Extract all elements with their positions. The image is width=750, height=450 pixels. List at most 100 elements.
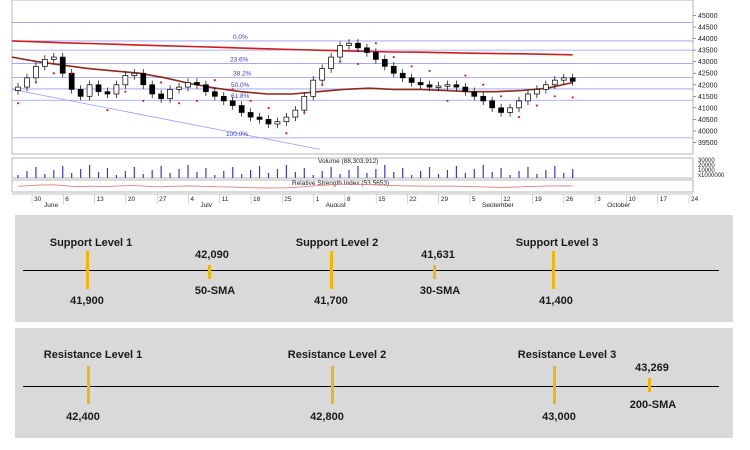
candle-body-13 (131, 72, 138, 76)
month-label-1: July (200, 202, 212, 207)
support-level-3-label: Support Level 3 (515, 237, 599, 249)
candle-body-11 (113, 84, 120, 95)
sar-dot-6 (70, 72, 73, 75)
sar-dot-62 (571, 96, 574, 99)
support-level-2-value: 41,700 (314, 295, 348, 307)
volume-frame (11, 157, 694, 179)
support-baseline (23, 270, 719, 271)
rsi-path (17, 183, 573, 189)
candle-body-3 (41, 59, 48, 67)
sar-dot-4 (52, 72, 55, 75)
sma-30-marker (433, 265, 436, 279)
sar-dot-38 (356, 62, 360, 66)
candle-body-26 (247, 112, 254, 118)
sma-200-value: 43,269 (635, 362, 669, 374)
fib-label-4: 61.8% (231, 93, 250, 100)
candle-body-17 (167, 89, 173, 99)
date-tick-label-11: 15 (378, 196, 386, 203)
price-tick-label-2: 44000 (698, 36, 718, 43)
candle-body-8 (86, 84, 93, 97)
fib-label-5: 100.0% (226, 131, 248, 138)
volume-panel: Volume (88,303,912) 300002000010000x10000… (11, 157, 725, 179)
month-label-4: October (607, 202, 631, 207)
sar-dot-34 (321, 83, 324, 86)
sar-dot-30 (285, 132, 288, 135)
sma-200-label: 200-SMA (629, 399, 677, 411)
candle-body-62 (569, 77, 576, 82)
candle-body-39 (364, 47, 370, 53)
sar-dot-58 (535, 104, 539, 107)
candle-body-33 (310, 79, 317, 97)
sar-dot-28 (267, 106, 270, 109)
sar-dot-16 (160, 81, 163, 84)
price-tick-label-7: 41500 (698, 94, 718, 101)
resistance-level-3-value: 43,000 (542, 411, 576, 423)
candle-body-55 (507, 107, 513, 113)
date-tick-label-6: 11 (222, 196, 229, 203)
date-tick-label-10: 8 (347, 196, 351, 203)
date-tick-label-17: 26 (566, 196, 574, 203)
date-tick-label-20: 17 (660, 196, 668, 203)
candle-body-20 (194, 82, 200, 86)
price-tick-label-0: 45000 (698, 13, 718, 20)
volume-tick-2: 10000 (698, 168, 715, 174)
candle-body-21 (203, 84, 209, 93)
candle-body-52 (480, 95, 487, 102)
sar-dot-48 (446, 99, 449, 103)
support-level-2-marker (330, 251, 333, 289)
candle-body-1 (24, 77, 30, 88)
candle-body-49 (453, 84, 460, 88)
candle-body-10 (104, 91, 111, 95)
sar-dot-20 (195, 99, 199, 103)
date-tick-label-19: 10 (628, 196, 636, 203)
date-tick-label-2: 13 (97, 196, 105, 203)
date-tick-label-8: 25 (284, 196, 292, 203)
sar-dot-60 (553, 95, 556, 98)
sar-dot-40 (374, 42, 377, 45)
price-tick-label-4: 43000 (698, 59, 718, 66)
date-axis: 30 6 13 20 27 4 11 18 25 1 8 15 22 29 5 12 19 26 3 10 17 24Ju… (12, 193, 699, 207)
price-tick-label-6: 42000 (698, 82, 718, 89)
date-tick-label-21: 24 (691, 196, 699, 203)
candle-body-2 (33, 65, 39, 79)
month-label-3: September (482, 202, 515, 207)
candle-body-61 (560, 77, 567, 81)
candle-body-36 (337, 45, 343, 58)
rsi-label: Relative Strength Index (53.5653) (292, 180, 389, 187)
resistance-level-1-marker (87, 366, 90, 404)
month-label-2: August (326, 202, 346, 207)
candle-body-18 (176, 86, 182, 90)
sar-dot-24 (231, 88, 234, 91)
candle-body-5 (59, 56, 66, 74)
sar-dot-32 (303, 111, 306, 114)
fibonacci-levels: 0.0% 23.6% 38.2% 50.0% 61.8% 100.0% (226, 34, 252, 138)
candle-body-31 (292, 109, 299, 118)
resistance-level-2-value: 42,800 (310, 411, 344, 423)
volume-tick-0: 30000 (698, 158, 715, 164)
price-tick-label-1: 44500 (698, 25, 718, 32)
candle-body-45 (417, 82, 424, 86)
fib-label-1: 23.6% (230, 57, 249, 64)
sar-dot-36 (338, 60, 342, 63)
sar-dot-44 (410, 65, 413, 68)
resistance-level-1-label: Resistance Level 1 (43, 349, 143, 361)
sar-dot-50 (464, 74, 467, 77)
channel-line-lower (11, 88, 321, 150)
sar-dot-54 (500, 95, 503, 98)
price-tick-label-11: 39500 (698, 140, 718, 147)
price-tick-label-9: 40500 (698, 117, 718, 124)
candle-body-46 (426, 84, 433, 88)
date-tick-label-15: 12 (503, 196, 511, 203)
candle-body-50 (462, 86, 469, 93)
candle-body-60 (551, 79, 558, 86)
sar-dot-0 (16, 102, 20, 105)
candle-body-15 (149, 84, 156, 95)
sar-dot-46 (428, 69, 431, 73)
candle-body-43 (399, 72, 406, 79)
price-axis: 45000 44500 44000 43500 43000 42500 42000 41500… (693, 13, 718, 147)
sma-50-path (11, 56, 573, 95)
sma-50-value: 42,090 (195, 249, 229, 261)
candle-body-29 (274, 121, 281, 125)
sar-dot-56 (517, 115, 521, 119)
resistance-level-1-value: 42,400 (66, 411, 100, 423)
